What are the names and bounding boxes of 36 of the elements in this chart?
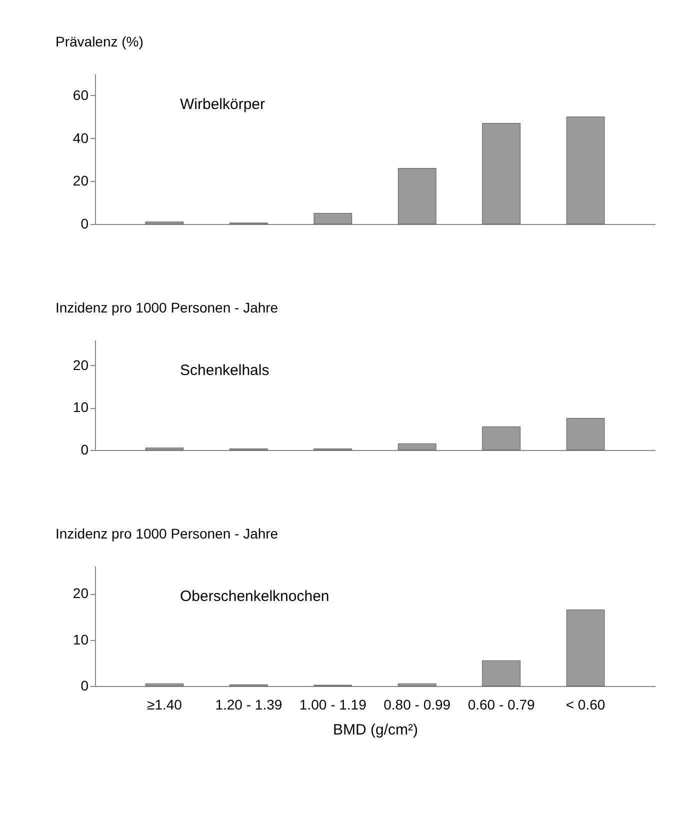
bar [566,418,605,450]
bar [566,610,605,686]
bar [398,683,436,686]
x-tick-label: ≥1.40 [147,696,182,712]
y-tick-label: 40 [72,130,89,146]
y-axis-title: Inzidenz pro 1000 Personen - Jahre [56,300,278,316]
x-axis-title: BMD (g/cm²) [333,722,418,738]
x-tick-label: 0.80 - 0.99 [384,696,451,712]
y-tick-label: 10 [72,399,89,416]
y-tick-label: 60 [72,86,89,103]
x-tick-label: 1.20 - 1.39 [215,696,282,712]
bar [566,116,605,224]
annotation: Oberschenkelknochen [180,588,330,605]
annotation: Wirbelkörper [180,96,266,113]
annotation: Schenkelhals [180,362,270,379]
bar [145,448,184,450]
bar [398,168,436,224]
x-tick-label: < 0.60 [566,696,606,712]
bar [314,213,352,224]
y-tick-label: 20 [72,585,89,602]
bar [482,426,521,450]
y-tick-label: 0 [80,678,89,694]
bar [482,660,521,686]
bar [398,443,436,450]
bar [145,222,184,224]
y-tick-label: 0 [80,216,89,232]
x-tick-label: 0.60 - 0.79 [468,696,535,712]
y-tick-label: 20 [72,172,89,189]
bar [482,123,521,224]
y-axis-title: Inzidenz pro 1000 Personen - Jahre [56,526,278,542]
y-axis-title: Prävalenz (%) [56,34,144,50]
y-tick-label: 10 [72,631,89,648]
x-tick-label: 1.00 - 1.19 [299,696,367,712]
y-tick-label: 20 [72,356,89,373]
bar [145,683,184,686]
y-tick-label: 0 [80,442,89,458]
